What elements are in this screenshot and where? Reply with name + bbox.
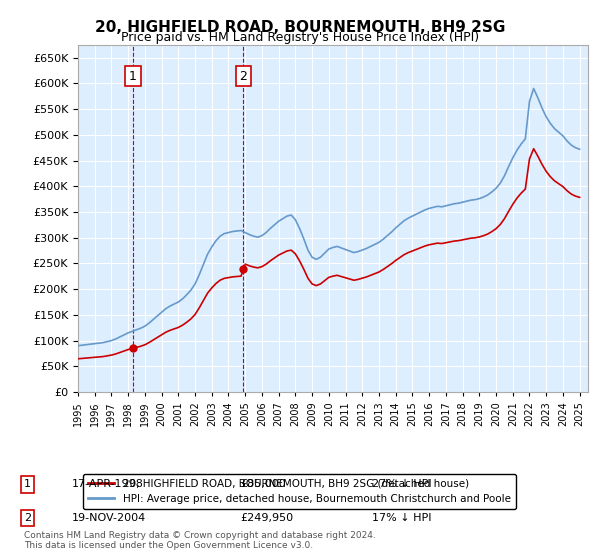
Text: 1: 1: [129, 69, 137, 82]
Text: 17% ↓ HPI: 17% ↓ HPI: [372, 513, 431, 523]
Text: £249,950: £249,950: [240, 513, 293, 523]
Text: £85,000: £85,000: [240, 479, 286, 489]
Text: 20, HIGHFIELD ROAD, BOURNEMOUTH, BH9 2SG: 20, HIGHFIELD ROAD, BOURNEMOUTH, BH9 2SG: [95, 20, 505, 35]
Text: 17-APR-1998: 17-APR-1998: [72, 479, 144, 489]
Text: 1: 1: [24, 479, 31, 489]
Text: 19-NOV-2004: 19-NOV-2004: [72, 513, 146, 523]
Legend: 20, HIGHFIELD ROAD, BOURNEMOUTH, BH9 2SG (detached house), HPI: Average price, d: 20, HIGHFIELD ROAD, BOURNEMOUTH, BH9 2SG…: [83, 474, 516, 509]
Text: Contains HM Land Registry data © Crown copyright and database right 2024.
This d: Contains HM Land Registry data © Crown c…: [24, 530, 376, 550]
Text: 2: 2: [24, 513, 31, 523]
Text: 27% ↓ HPI: 27% ↓ HPI: [372, 479, 431, 489]
Text: 2: 2: [239, 69, 247, 82]
Text: Price paid vs. HM Land Registry's House Price Index (HPI): Price paid vs. HM Land Registry's House …: [121, 31, 479, 44]
